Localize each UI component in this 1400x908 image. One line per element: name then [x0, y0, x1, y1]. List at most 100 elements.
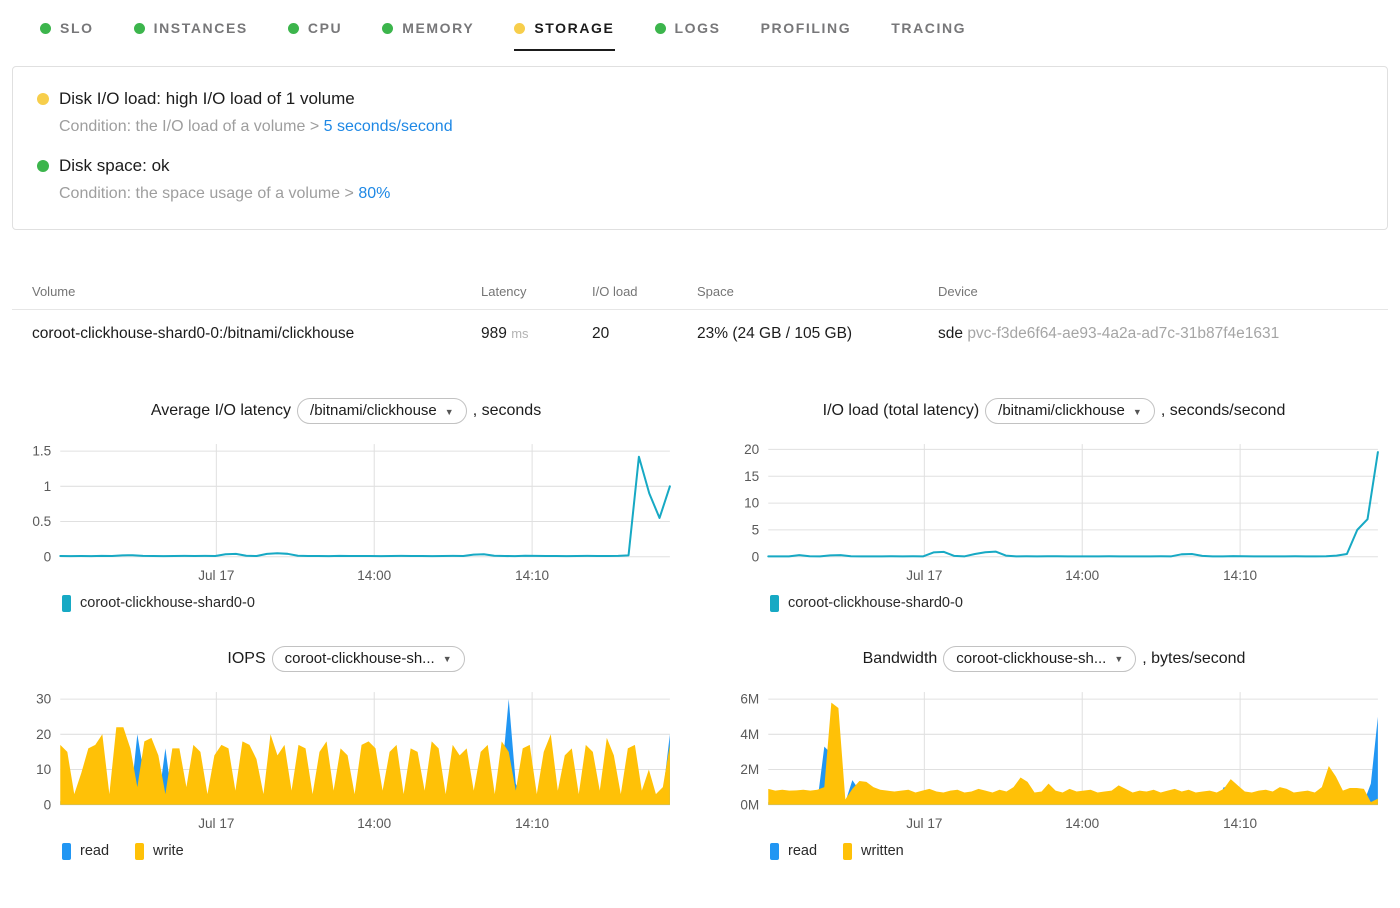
chart-plot-area: 0 0.5 1 1.5 Jul 17 14:00 14:10: [32, 444, 671, 583]
svg-text:14:00: 14:00: [357, 568, 391, 583]
tab-instances[interactable]: INSTANCES: [133, 20, 248, 51]
svg-text:Jul 17: Jul 17: [906, 816, 942, 831]
svg-text:14:00: 14:00: [1065, 568, 1099, 583]
chart-legend: read write: [62, 842, 678, 860]
tab-label: STORAGE: [534, 20, 615, 36]
chart-legend: coroot-clickhouse-shard0-0: [62, 594, 678, 612]
chart-legend: coroot-clickhouse-shard0-0: [770, 594, 1386, 612]
legend-marker-icon: [770, 842, 779, 860]
chart-title: Bandwidth coroot-clickhouse-sh... ▼ , bytes…: [722, 645, 1386, 672]
tab-tracing[interactable]: TRACING: [891, 20, 966, 51]
col-space: Space: [697, 284, 734, 299]
alert-disk-io-condition: Condition: the I/O load of a volume > 5 …: [59, 118, 1363, 136]
chevron-down-icon: ▼: [1132, 406, 1142, 417]
legend-label: coroot-clickhouse-shard0-0: [80, 595, 255, 612]
chevron-down-icon: ▼: [442, 654, 452, 665]
legend-label: write: [153, 843, 184, 860]
condition-text: Condition: the space usage of a volume >: [59, 185, 354, 202]
svg-text:14:00: 14:00: [1065, 816, 1099, 831]
chart-plot-area: 0M 2M 4M 6M Jul 17 14:00 14:10: [740, 692, 1378, 831]
svg-text:0.5: 0.5: [32, 514, 51, 529]
legend-marker-icon: [843, 842, 853, 860]
tab-label: TRACING: [891, 20, 967, 36]
condition-threshold-link[interactable]: 5 seconds/second: [323, 118, 453, 135]
legend-item-write[interactable]: write: [135, 842, 184, 860]
condition-text: Condition: the I/O load of a volume >: [59, 118, 320, 135]
svg-text:14:10: 14:10: [1223, 816, 1257, 831]
chart-i-o-load-total-latency-: I/O load (total latency) /bitnami/clickho…: [722, 398, 1386, 612]
chart-title: I/O load (total latency) /bitnami/clickho…: [722, 398, 1386, 424]
chart-scope-select[interactable]: coroot-clickhouse-sh... ▼: [943, 645, 1137, 672]
chart-title: Average I/O latency/bitnami/clickhouse ▼,…: [14, 398, 678, 424]
legend-item-coroot-clickhouse-shard0-0[interactable]: coroot-clickhouse-shard0-0: [62, 594, 255, 612]
chart-scope-select[interactable]: /bitnami/clickhouse ▼: [985, 398, 1155, 424]
tab-cpu[interactable]: CPU: [287, 20, 342, 51]
svg-text:0: 0: [752, 549, 760, 564]
alert-disk-space-title: Disk space: ok: [59, 156, 170, 175]
svg-text:14:10: 14:10: [1223, 568, 1257, 583]
svg-text:14:10: 14:10: [515, 568, 549, 583]
svg-text:5: 5: [752, 522, 760, 537]
chart-scope-select[interactable]: coroot-clickhouse-sh... ▼: [271, 645, 465, 672]
chart-title-text: Bandwidth: [862, 649, 938, 667]
status-dot-icon: [382, 22, 394, 34]
cell-device: sde pvc-f3de6f64-ae93-4a2a-ad7c-31b87f4e…: [938, 325, 1388, 343]
tab-label: INSTANCES: [153, 20, 248, 36]
legend-item-coroot-clickhouse-shard0-0[interactable]: coroot-clickhouse-shard0-0: [770, 594, 963, 612]
tab-label: SLO: [60, 20, 94, 36]
svg-text:0: 0: [44, 797, 52, 812]
svg-text:14:00: 14:00: [357, 816, 391, 831]
chart-iops: IOPS coroot-clickhouse-sh... ▼ 0 10 20 30 Jul 1…: [14, 645, 678, 860]
svg-text:20: 20: [744, 442, 760, 457]
tab-profiling[interactable]: PROFILING: [761, 20, 852, 51]
warning-dot-icon: [37, 93, 49, 105]
svg-text:30: 30: [36, 692, 52, 707]
chart-title-units: , bytes/second: [1142, 649, 1246, 667]
tab-slo[interactable]: SLO: [40, 20, 94, 51]
charts-grid: Average I/O latency/bitnami/clickhouse ▼,…: [14, 398, 1386, 860]
svg-text:0: 0: [44, 549, 52, 564]
tab-memory[interactable]: MEMORY: [382, 20, 474, 51]
svg-text:14:10: 14:10: [515, 816, 549, 831]
svg-text:20: 20: [36, 727, 52, 742]
legend-label: read: [788, 843, 818, 860]
cell-space: 23% (24 GB / 105 GB): [697, 325, 853, 342]
device-name: sde: [938, 325, 963, 342]
volumes-table: Volume Latency I/O load Space Device cor…: [12, 276, 1388, 358]
tab-storage[interactable]: STORAGE: [514, 20, 615, 51]
svg-text:1: 1: [44, 479, 52, 494]
legend-item-read[interactable]: read: [770, 842, 818, 860]
ok-dot-icon: [37, 160, 49, 172]
legend-label: read: [80, 843, 110, 860]
alert-disk-space: Disk space: ok: [37, 156, 1363, 176]
legend-marker-icon: [135, 842, 145, 860]
chart-title-units: , seconds/second: [1160, 402, 1286, 419]
alert-disk-io-title: Disk I/O load: high I/O load of 1 volume: [59, 89, 355, 108]
col-volume: Volume: [32, 284, 76, 299]
svg-text:Jul 17: Jul 17: [198, 816, 234, 831]
condition-threshold-link[interactable]: 80%: [358, 185, 391, 202]
legend-item-written[interactable]: written: [843, 842, 904, 860]
legend-marker-icon: [62, 594, 71, 612]
chart-title-units: , seconds: [472, 402, 542, 419]
latency-unit: ms: [511, 326, 529, 341]
tab-logs[interactable]: LOGS: [654, 20, 721, 51]
app-tabs: SLO INSTANCES CPU MEMORY STORAGE LOGS PROFILIN…: [0, 0, 1400, 51]
chart-scope-value: /bitnami/clickhouse: [998, 402, 1125, 419]
alert-disk-space-condition: Condition: the space usage of a volume >…: [59, 185, 1363, 203]
chevron-down-icon: ▼: [1114, 654, 1124, 665]
col-latency: Latency: [481, 284, 527, 299]
legend-item-read[interactable]: read: [62, 842, 110, 860]
legend-marker-icon: [62, 842, 71, 860]
svg-text:Jul 17: Jul 17: [198, 568, 234, 583]
svg-text:10: 10: [744, 496, 760, 511]
status-dot-icon: [654, 22, 666, 34]
alert-disk-io: Disk I/O load: high I/O load of 1 volume: [37, 89, 1363, 109]
status-dot-icon: [133, 22, 145, 34]
legend-label: written: [861, 843, 904, 860]
col-device: Device: [938, 284, 978, 299]
svg-text:0M: 0M: [740, 797, 759, 812]
cell-latency: 989 ms: [481, 325, 592, 343]
tab-label: LOGS: [674, 20, 721, 36]
chart-scope-select[interactable]: /bitnami/clickhouse ▼: [297, 398, 467, 424]
